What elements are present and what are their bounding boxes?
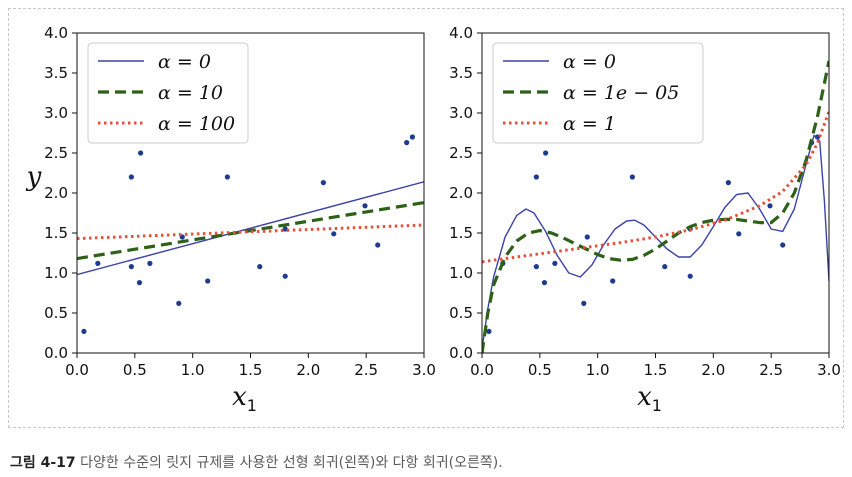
caption-number: 그림 4-17 [10,455,76,471]
legend: α = 0 α = 1e − 05 α = 1 [492,42,704,144]
y-tick-label: 2.5 [44,144,68,162]
x-tick-label: 2.0 [296,361,320,379]
legend-label: α = 100 [158,113,235,135]
y-tick-label: 3.0 [44,104,68,122]
data-point [282,273,288,279]
legend-label: α = 0 [563,51,616,73]
chart-panel-2: 0.0 0.5 1.0 1.5 2.0 2.5 3.0 0.0 0.5 1.0 1.5 2.0 2.5 3… [449,24,841,415]
data-point [629,174,635,180]
data-point [362,203,368,209]
data-point [320,180,326,186]
y-tick-label: 0.0 [44,344,68,362]
y-axis-label: y [26,162,42,192]
series-line-solid [482,134,829,350]
series-line-dotted [77,223,424,241]
y-tick-label: 2.0 [449,184,473,202]
plot-area [482,60,829,353]
y-tick-label: 0.5 [44,304,68,322]
x-tick-label: 1.0 [181,361,205,379]
data-point [533,174,539,180]
y-tick-label: 3.5 [449,64,473,82]
y-tick-label: 2.5 [449,144,473,162]
data-point [543,150,549,156]
data-point [375,242,381,248]
y-tick-label: 3.5 [44,64,68,82]
data-point [486,328,492,334]
data-point [147,260,153,266]
x-tick-label: 0.5 [123,361,147,379]
legend-label: α = 0 [158,51,211,73]
y-tick-label: 4.0 [44,24,68,42]
series-line-dashed [482,60,829,353]
data-point [409,134,416,140]
data-point [128,174,134,180]
y-tick-label: 0.5 [449,304,473,322]
y-tick-label: 1.5 [449,224,473,242]
x-axis-label-subscript: 1 [247,396,257,415]
legend-label: α = 10 [158,82,223,104]
data-point [224,174,230,180]
data-point [687,273,693,279]
data-point [736,231,742,237]
legend-label: α = 1e − 05 [563,82,679,104]
data-point [404,140,410,146]
x-axis-label-subscript: 1 [652,396,662,415]
data-point [610,278,616,284]
x-tick-label: 1.5 [239,361,263,379]
legend: α = 0 α = 10 α = 100 [87,42,249,144]
series-line-solid [77,181,424,276]
x-tick-label: 0.5 [528,361,552,379]
y-tick-label: 1.0 [449,264,473,282]
y-tick-label: 1.5 [44,224,68,242]
data-point [205,278,211,284]
data-point [81,328,87,334]
data-point [331,231,337,237]
y-tick-label: 0.0 [449,344,473,362]
x-tick-label: 2.0 [701,361,725,379]
data-point [533,264,539,270]
x-tick-label: 1.5 [644,361,668,379]
data-point [282,226,288,232]
data-point [584,234,590,240]
data-point [725,180,731,186]
legend-box [87,42,249,144]
data-point [780,242,786,248]
series-line-dashed [77,201,424,261]
y-tick-label: 4.0 [449,24,473,42]
x-axis-label: x1 [637,382,662,415]
x-tick-label: 3.0 [412,361,436,379]
figure-plots: 0.0 0.5 1.0 1.5 2.0 2.5 3.0 0.0 0.5 1.0 1.5 2.0 2.5 3… [26,24,841,415]
y-tick-label: 3.0 [449,104,473,122]
x-tick-label: 2.5 [354,361,378,379]
caption-text: 다양한 수준의 릿지 규제를 사용한 선형 회귀(왼쪽)와 다항 회귀(오른쪽)… [80,455,503,471]
legend-label: α = 1 [563,113,616,135]
series-line-dotted [482,110,829,264]
data-point [136,280,143,286]
data-point [767,203,773,209]
data-point [662,264,668,270]
data-point [128,264,134,270]
data-point [581,300,587,306]
data-point [257,264,263,270]
x-tick-label: 0.0 [470,361,494,379]
data-point [138,150,144,156]
figure-caption: 그림 4-17 다양한 수준의 릿지 규제를 사용한 선형 회귀(왼쪽)와 다항… [10,452,503,472]
data-point [95,260,101,266]
chart-panel-1: 0.0 0.5 1.0 1.5 2.0 2.5 3.0 0.0 0.5 1.0 1.5 2.0 2.5 3… [26,24,436,415]
y-tick-label: 2.0 [44,184,68,202]
plot-area [77,134,424,334]
data-point [552,260,558,266]
x-tick-label: 3.0 [817,361,841,379]
x-axis-label: x1 [232,382,257,415]
y-tick-label: 1.0 [44,264,68,282]
data-point [541,280,548,286]
data-point [176,300,182,306]
x-tick-label: 0.0 [65,361,89,379]
x-tick-label: 1.0 [586,361,610,379]
legend-box [492,42,704,144]
x-tick-label: 2.5 [759,361,783,379]
